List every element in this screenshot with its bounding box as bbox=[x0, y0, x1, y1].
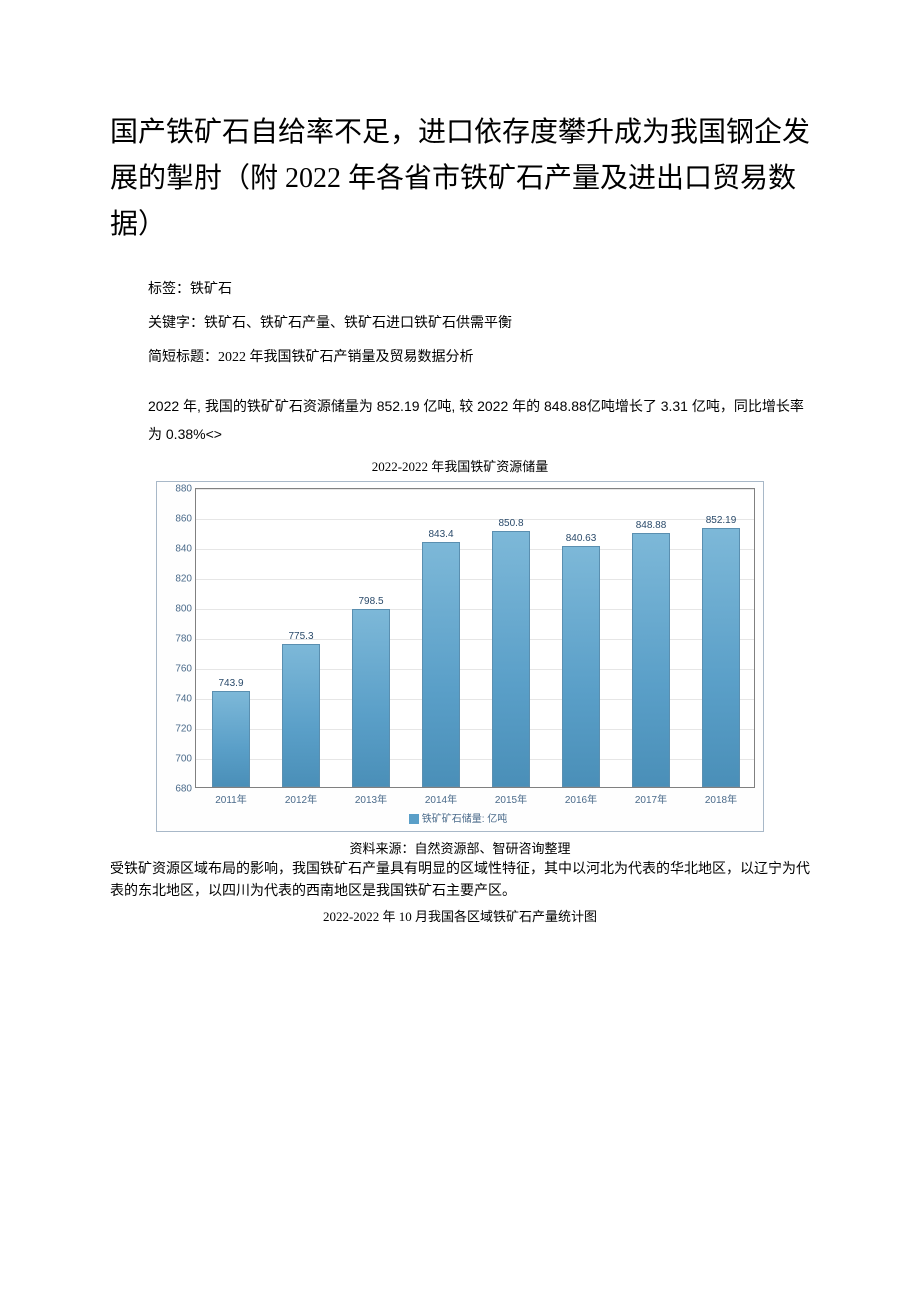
body-paragraph-2: 受铁矿资源区域布局的影响，我国铁矿石产量具有明显的区域性特征，其中以河北为代表的… bbox=[110, 859, 810, 904]
chart1-bar-label: 843.4 bbox=[428, 529, 453, 540]
chart1-gridline bbox=[196, 729, 754, 730]
chart1-bar bbox=[492, 531, 531, 787]
chart1-bar bbox=[702, 528, 741, 786]
chart1-plot: 680700720740760780800820840860880743.920… bbox=[195, 488, 755, 788]
body-paragraph-1: 2022 年, 我国的铁矿矿石资源储量为 852.19 亿吨, 较 2022 年… bbox=[110, 392, 810, 448]
keywords-value: 铁矿石、铁矿石产量、铁矿石进口铁矿石供需平衡 bbox=[204, 316, 512, 331]
tags-label: 标签： bbox=[148, 282, 190, 297]
keywords-label: 关键字： bbox=[148, 316, 204, 331]
chart1-source: 资料来源：自然资源部、智研咨询整理 bbox=[110, 838, 810, 857]
chart1-title: 2022-2022 年我国铁矿资源储量 bbox=[110, 456, 810, 475]
chart1-legend-swatch bbox=[409, 814, 419, 824]
chart1-gridline bbox=[196, 519, 754, 520]
chart1-bar bbox=[282, 644, 321, 787]
chart1-bar bbox=[212, 691, 251, 787]
chart1-xtick: 2012年 bbox=[285, 787, 317, 806]
chart1-ytick: 680 bbox=[175, 783, 196, 794]
short-title-label: 简短标题： bbox=[148, 350, 218, 365]
short-title-line: 简短标题：2022 年我国铁矿石产销量及贸易数据分析 bbox=[110, 347, 810, 369]
chart1-ytick: 880 bbox=[175, 483, 196, 494]
chart2-title: 2022-2022 年 10 月我国各区域铁矿石产量统计图 bbox=[110, 906, 810, 925]
chart1-gridline bbox=[196, 759, 754, 760]
chart1-wrapper: 680 700 720 740 760 780 800 820 840 860 880 743.9 20… bbox=[110, 481, 810, 832]
chart1-xtick: 2016年 bbox=[565, 787, 597, 806]
chart1-gridline bbox=[196, 699, 754, 700]
chart1-ytick: 800 bbox=[175, 603, 196, 614]
chart1-bar bbox=[422, 542, 461, 787]
chart1-legend-label: 铁矿矿石储量: 亿吨 bbox=[422, 814, 508, 825]
chart1-ytick: 700 bbox=[175, 753, 196, 764]
chart1-bar-label: 798.5 bbox=[358, 596, 383, 607]
chart1-bar-label: 852.19 bbox=[706, 515, 737, 526]
chart1-gridline bbox=[196, 579, 754, 580]
chart1-ytick: 760 bbox=[175, 663, 196, 674]
chart1-ytick: 780 bbox=[175, 633, 196, 644]
chart1-xtick: 2015年 bbox=[495, 787, 527, 806]
chart1-xtick: 2018年 bbox=[705, 787, 737, 806]
chart1-gridline bbox=[196, 549, 754, 550]
chart1-bar-label: 743.9 bbox=[218, 678, 243, 689]
chart1-gridline bbox=[196, 609, 754, 610]
tags-value: 铁矿石 bbox=[190, 282, 232, 297]
chart1-ytick: 840 bbox=[175, 543, 196, 554]
chart1-xtick: 2011年 bbox=[215, 787, 247, 806]
chart1-box: 680 700 720 740 760 780 800 820 840 860 880 743.9 20… bbox=[156, 481, 764, 832]
chart1-bar-label: 848.88 bbox=[636, 520, 667, 531]
chart1-bar bbox=[352, 609, 391, 787]
chart1-bar-label: 840.63 bbox=[566, 533, 597, 544]
chart1-ytick: 740 bbox=[175, 693, 196, 704]
chart1-bar-label: 850.8 bbox=[498, 518, 523, 529]
chart1-gridline bbox=[196, 489, 754, 490]
keywords-line: 关键字：铁矿石、铁矿石产量、铁矿石进口铁矿石供需平衡 bbox=[110, 313, 810, 335]
chart1-gridline bbox=[196, 669, 754, 670]
chart1-legend: 铁矿矿石储量: 亿吨 bbox=[161, 810, 755, 825]
chart1-ytick: 820 bbox=[175, 573, 196, 584]
chart1-bar bbox=[562, 546, 601, 787]
chart1-gridline bbox=[196, 639, 754, 640]
chart1-ytick: 720 bbox=[175, 723, 196, 734]
chart1-bar-label: 775.3 bbox=[288, 631, 313, 642]
chart1-ytick: 860 bbox=[175, 513, 196, 524]
chart1-xtick: 2014年 bbox=[425, 787, 457, 806]
chart1-bar bbox=[632, 533, 671, 786]
chart1-xtick: 2017年 bbox=[635, 787, 667, 806]
chart1-xtick: 2013年 bbox=[355, 787, 387, 806]
tags-line: 标签：铁矿石 bbox=[110, 279, 810, 301]
short-title-value: 2022 年我国铁矿石产销量及贸易数据分析 bbox=[218, 350, 474, 365]
page-title: 国产铁矿石自给率不足，进口依存度攀升成为我国钢企发展的掣肘（附 2022 年各省… bbox=[110, 110, 810, 249]
